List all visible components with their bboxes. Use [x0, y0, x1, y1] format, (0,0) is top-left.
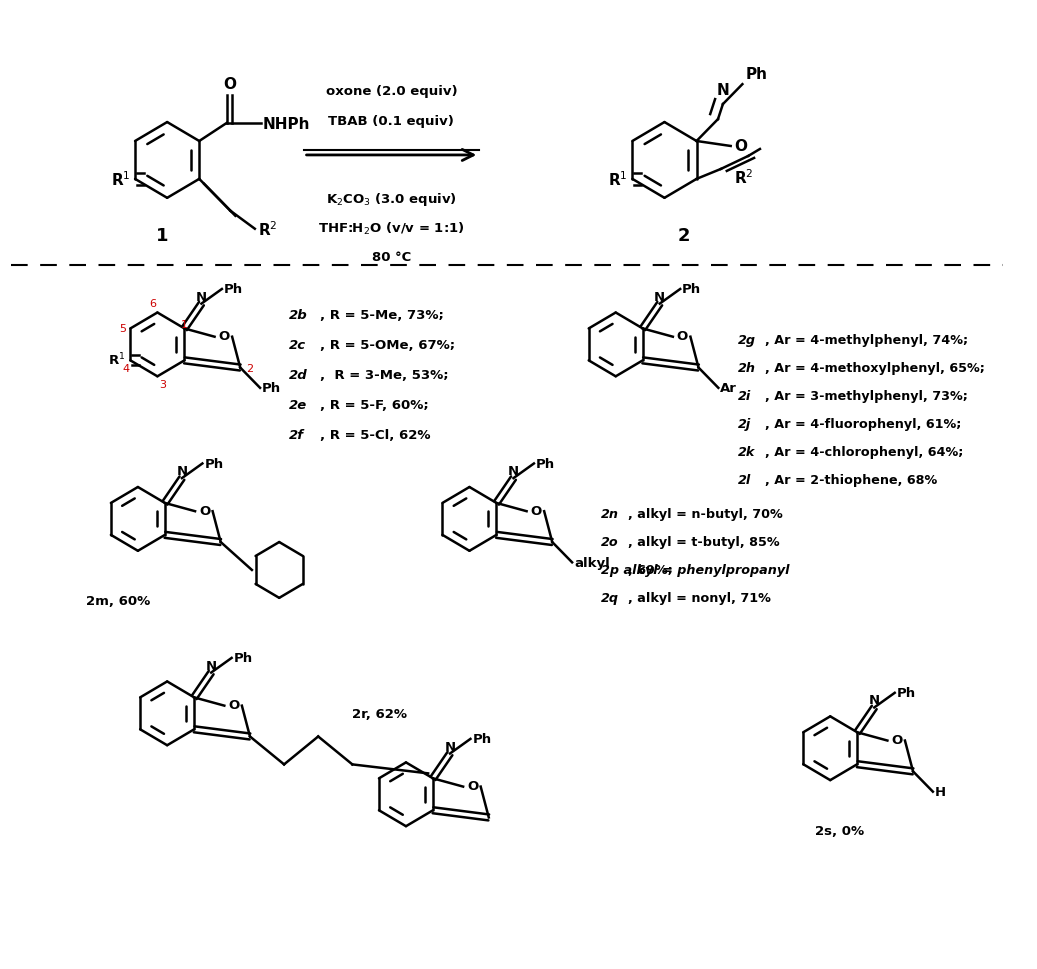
Text: , alkyl = n-butyl, 70%: , alkyl = n-butyl, 70%: [628, 508, 783, 521]
Text: , Ar = 4-methoxylphenyl, 65%;: , Ar = 4-methoxylphenyl, 65%;: [765, 361, 985, 374]
Text: TBAB (0.1 equiv): TBAB (0.1 equiv): [329, 115, 454, 128]
Text: 2d: 2d: [289, 368, 308, 382]
Text: Ph: Ph: [536, 457, 555, 471]
Text: Ph: Ph: [224, 283, 243, 297]
Text: , Ar = 4-fluorophenyl, 61%;: , Ar = 4-fluorophenyl, 61%;: [765, 418, 961, 430]
Text: , Ar = 3-methylphenyl, 73%;: , Ar = 3-methylphenyl, 73%;: [765, 390, 968, 402]
Text: 4: 4: [122, 364, 129, 374]
Text: oxone (2.0 equiv): oxone (2.0 equiv): [326, 85, 457, 98]
Text: R$^2$: R$^2$: [258, 220, 277, 238]
Text: 1: 1: [180, 320, 188, 330]
Text: O: O: [199, 504, 211, 517]
Text: , R = 5-Me, 73%;: , R = 5-Me, 73%;: [320, 309, 444, 322]
Text: ,  R = 3-Me, 53%;: , R = 3-Me, 53%;: [320, 368, 449, 382]
Text: , Ar = 4-methylphenyl, 74%;: , Ar = 4-methylphenyl, 74%;: [765, 333, 968, 347]
Text: N: N: [654, 291, 666, 303]
Text: Ph: Ph: [233, 652, 253, 665]
Text: 5: 5: [119, 324, 127, 334]
Text: 2l: 2l: [737, 473, 751, 486]
Text: K$_2$CO$_3$ (3.0 equiv): K$_2$CO$_3$ (3.0 equiv): [326, 191, 457, 207]
Text: O: O: [228, 699, 240, 711]
Text: , alkyl = t-butyl, 85%: , alkyl = t-butyl, 85%: [628, 536, 780, 548]
Text: O: O: [467, 779, 478, 793]
Text: N: N: [445, 739, 455, 753]
Text: , R = 5-F, 60%;: , R = 5-F, 60%;: [320, 398, 429, 411]
Text: O: O: [531, 504, 541, 517]
Text: 2o: 2o: [601, 536, 619, 548]
Text: 2f: 2f: [289, 428, 304, 441]
Text: Ph: Ph: [262, 382, 281, 395]
Text: 6: 6: [149, 298, 156, 308]
Text: Ph: Ph: [746, 67, 767, 82]
Text: H: H: [934, 785, 946, 798]
Text: 2j: 2j: [737, 418, 751, 430]
Text: , R = 5-OMe, 67%;: , R = 5-OMe, 67%;: [320, 338, 455, 352]
Text: 2r, 62%: 2r, 62%: [353, 707, 408, 720]
Text: R$^1$: R$^1$: [108, 352, 125, 368]
Text: Ph: Ph: [682, 283, 701, 297]
Text: 2s, 0%: 2s, 0%: [815, 824, 865, 836]
Text: 2b: 2b: [289, 309, 308, 322]
Text: 2e: 2e: [289, 398, 307, 411]
Text: 2g: 2g: [737, 333, 756, 347]
Text: N: N: [176, 465, 188, 478]
Text: 2: 2: [247, 363, 253, 373]
Text: , 69%;: , 69%;: [628, 564, 673, 577]
Text: 2m, 60%: 2m, 60%: [86, 595, 150, 608]
Text: , alkyl = nonyl, 71%: , alkyl = nonyl, 71%: [628, 591, 772, 605]
Text: , R = 5-Cl, 62%: , R = 5-Cl, 62%: [320, 428, 430, 441]
Text: 2p alkyl = phenylpropanyl: 2p alkyl = phenylpropanyl: [601, 564, 789, 577]
Text: N: N: [869, 694, 879, 706]
Text: N: N: [196, 291, 207, 303]
Text: 2i: 2i: [737, 390, 751, 402]
Text: R$^1$: R$^1$: [608, 171, 627, 189]
Text: 80 °C: 80 °C: [372, 250, 411, 264]
Text: Ph: Ph: [897, 687, 916, 700]
Text: O: O: [219, 329, 230, 343]
Text: R$^1$: R$^1$: [111, 171, 131, 189]
Text: R$^2$: R$^2$: [733, 169, 753, 187]
Text: 2h: 2h: [737, 361, 756, 374]
Text: Ph: Ph: [473, 733, 492, 745]
Text: O: O: [734, 140, 748, 154]
Text: , Ar = 4-chlorophenyl, 64%;: , Ar = 4-chlorophenyl, 64%;: [765, 445, 963, 458]
Text: N: N: [508, 465, 520, 478]
Text: Ph: Ph: [204, 457, 223, 471]
Text: , Ar = 2-thiophene, 68%: , Ar = 2-thiophene, 68%: [765, 473, 937, 486]
Text: 2n: 2n: [601, 508, 619, 521]
Text: N: N: [717, 83, 729, 98]
Text: 2k: 2k: [737, 445, 755, 458]
Text: Ar: Ar: [721, 382, 737, 395]
Text: THF:H$_2$O (v/v = 1:1): THF:H$_2$O (v/v = 1:1): [318, 221, 465, 236]
Text: 2q: 2q: [601, 591, 619, 605]
Text: NHPh: NHPh: [262, 116, 310, 132]
Text: O: O: [892, 734, 902, 746]
Text: O: O: [677, 329, 688, 343]
Text: O: O: [223, 78, 236, 92]
Text: alkyl: alkyl: [574, 556, 610, 569]
Text: 3: 3: [159, 380, 166, 390]
Text: 2c: 2c: [289, 338, 306, 352]
Text: 2: 2: [678, 227, 691, 244]
Text: N: N: [205, 659, 217, 672]
Text: 1: 1: [156, 227, 169, 244]
